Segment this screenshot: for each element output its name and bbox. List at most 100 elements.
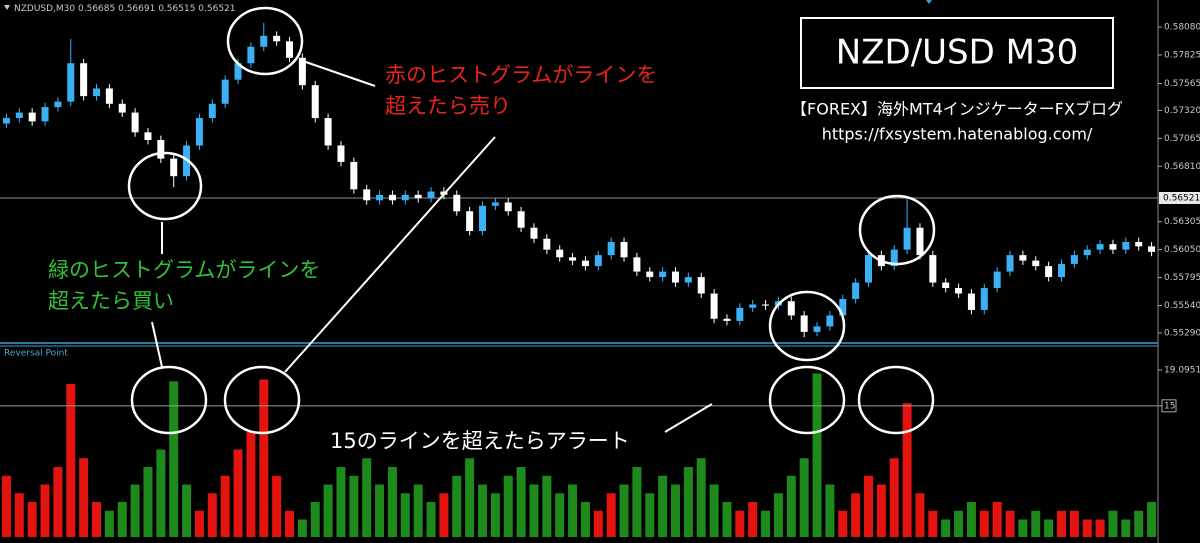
histogram-bar [323,484,333,537]
histogram-bar [478,484,487,537]
histogram-bar [645,493,655,537]
histogram-bar [606,493,616,537]
candle-body [672,271,679,283]
histogram-bar [876,484,886,537]
histogram-bar [503,475,513,537]
histogram-bar [413,484,423,537]
candle-body [659,271,667,278]
candle-body [607,241,615,256]
histogram-bar [709,484,719,537]
histogram-bar [387,467,397,537]
y-tick-label: 0.56810 [1164,162,1200,172]
histogram-bar [683,467,693,537]
histogram-bar [14,493,24,537]
candle-body [504,202,512,212]
y-tick-label: 0.55290 [1164,328,1200,338]
highlight-circle [226,6,304,76]
highlight-circle [768,365,846,435]
candle-body [1122,241,1130,250]
histogram-bar [966,502,976,537]
histogram-bar [207,493,217,537]
candle-body [1019,255,1027,261]
histogram-bar [143,467,153,537]
candle-body [620,241,628,258]
histogram-bar [117,502,127,537]
current-price-box [1159,191,1200,204]
histogram-bar [400,493,410,537]
pointer-line [284,136,496,373]
candle-body [260,35,268,47]
histogram-bar [992,502,1002,537]
histogram-bar [220,475,230,537]
histogram-bar [310,502,320,537]
histogram-bar [825,484,835,537]
candle-body [852,282,860,299]
candle-body [723,318,731,321]
y-tick-label: 0.55540 [1164,301,1200,311]
histogram-bar [1108,510,1118,537]
candle-body [337,145,345,162]
histogram-bar [285,510,294,537]
candle-body [195,118,203,146]
candle-body [208,103,216,119]
annotation: 超えたら売り [385,94,511,118]
histogram-bar [773,493,783,537]
histogram-bar [439,493,449,537]
candle-body [543,238,551,250]
y-tick-label: 0.56050 [1164,245,1200,255]
candle-body [221,79,229,104]
histogram-bar [1147,502,1157,537]
candle-body [15,112,23,119]
candle-body [813,326,821,332]
candle-body [157,139,165,159]
histogram-bar [632,467,642,537]
candle-body [273,35,281,42]
candle-body [1083,249,1091,256]
histogram-bar [375,484,385,537]
candle-body [890,249,898,267]
histogram-bar [362,458,372,537]
symbol: NZDUSD,M30 [14,4,75,14]
pointer-line [299,59,376,87]
candle-body [749,304,757,308]
indicator-name: Reversal Point [4,349,68,359]
y-tick-label: 0.55795 [1164,273,1200,283]
chart-title: NZD/USD M30 [836,33,1078,73]
annotation: 15のラインを超えたらアラート [330,429,630,453]
candle-body [916,227,924,256]
candle-body [993,271,1001,289]
highlight-circle [857,365,935,435]
candle-body [1070,255,1078,264]
histogram-bar [272,475,282,537]
ohlc: 0.56515 [158,4,195,14]
candle-body [479,205,486,232]
histogram-bar [761,510,771,537]
candle-body [517,211,525,228]
title-box [800,17,1114,89]
histogram-bar [735,510,745,537]
candle-body [1109,244,1117,250]
histogram-bar [66,383,76,537]
histogram-bar [1,475,11,537]
candle-body [787,301,795,316]
ohlc: 0.56685 [78,4,115,14]
histogram-bar [426,502,436,537]
candle-body [28,112,36,122]
histogram-bar [130,484,140,537]
histogram-bar [246,432,256,537]
callouts [127,6,936,435]
histogram-bar [1031,510,1041,537]
histogram-bar [1018,519,1028,537]
histogram-bar [658,475,668,537]
histogram-bar [1057,510,1066,537]
histogram-bar [79,458,89,537]
histogram-bar [748,502,758,537]
candle-body [929,255,937,283]
candle-body [684,277,692,283]
histogram-bar [27,502,37,537]
y-tick-label: 0.57565 [1164,79,1200,89]
candle-body [839,298,847,316]
histogram-bar [53,467,63,537]
